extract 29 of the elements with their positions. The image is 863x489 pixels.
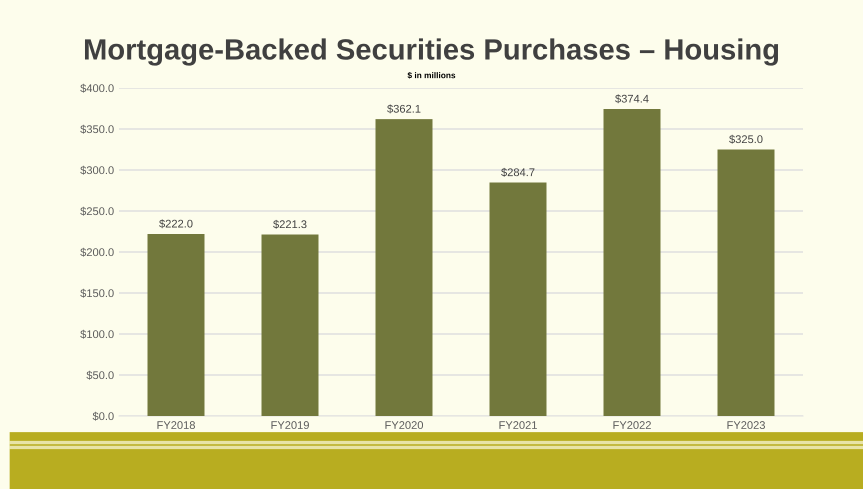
y-tick-label: $300.0 (80, 166, 114, 175)
y-tick-label: $400.0 (80, 84, 114, 93)
chart-title: Mortgage-Backed Securities Purchases – Housing (84, 38, 778, 66)
x-tick-label: FY2022 (613, 421, 651, 430)
y-tick-label: $350.0 (80, 124, 114, 134)
x-tick-label: FY2020 (385, 421, 424, 430)
x-tick-label: FY2019 (271, 421, 309, 430)
bar (148, 234, 204, 416)
data-label: $325.0 (729, 134, 763, 144)
y-tick-label: $200.0 (80, 248, 114, 257)
bar (604, 108, 660, 416)
data-label: $284.7 (501, 168, 534, 177)
y-tick-label: $250.0 (80, 206, 114, 216)
bar (718, 150, 774, 416)
bar (490, 182, 546, 416)
x-tick-label: FY2023 (727, 421, 765, 430)
y-tick-label: $150.0 (80, 288, 114, 298)
chart-subtitle: $ in millions (408, 72, 456, 79)
bar (262, 234, 318, 416)
data-label: $362.1 (387, 104, 420, 114)
bar (376, 119, 432, 416)
y-tick-label: $50.0 (86, 370, 114, 380)
data-label: $374.4 (615, 94, 649, 104)
x-tick-label: FY2018 (157, 421, 195, 430)
data-label: $221.3 (273, 220, 307, 229)
y-tick-label: $0.0 (92, 412, 114, 421)
y-tick-label: $100.0 (80, 330, 114, 339)
data-label: $222.0 (159, 219, 193, 228)
x-tick-label: FY2021 (499, 421, 537, 430)
